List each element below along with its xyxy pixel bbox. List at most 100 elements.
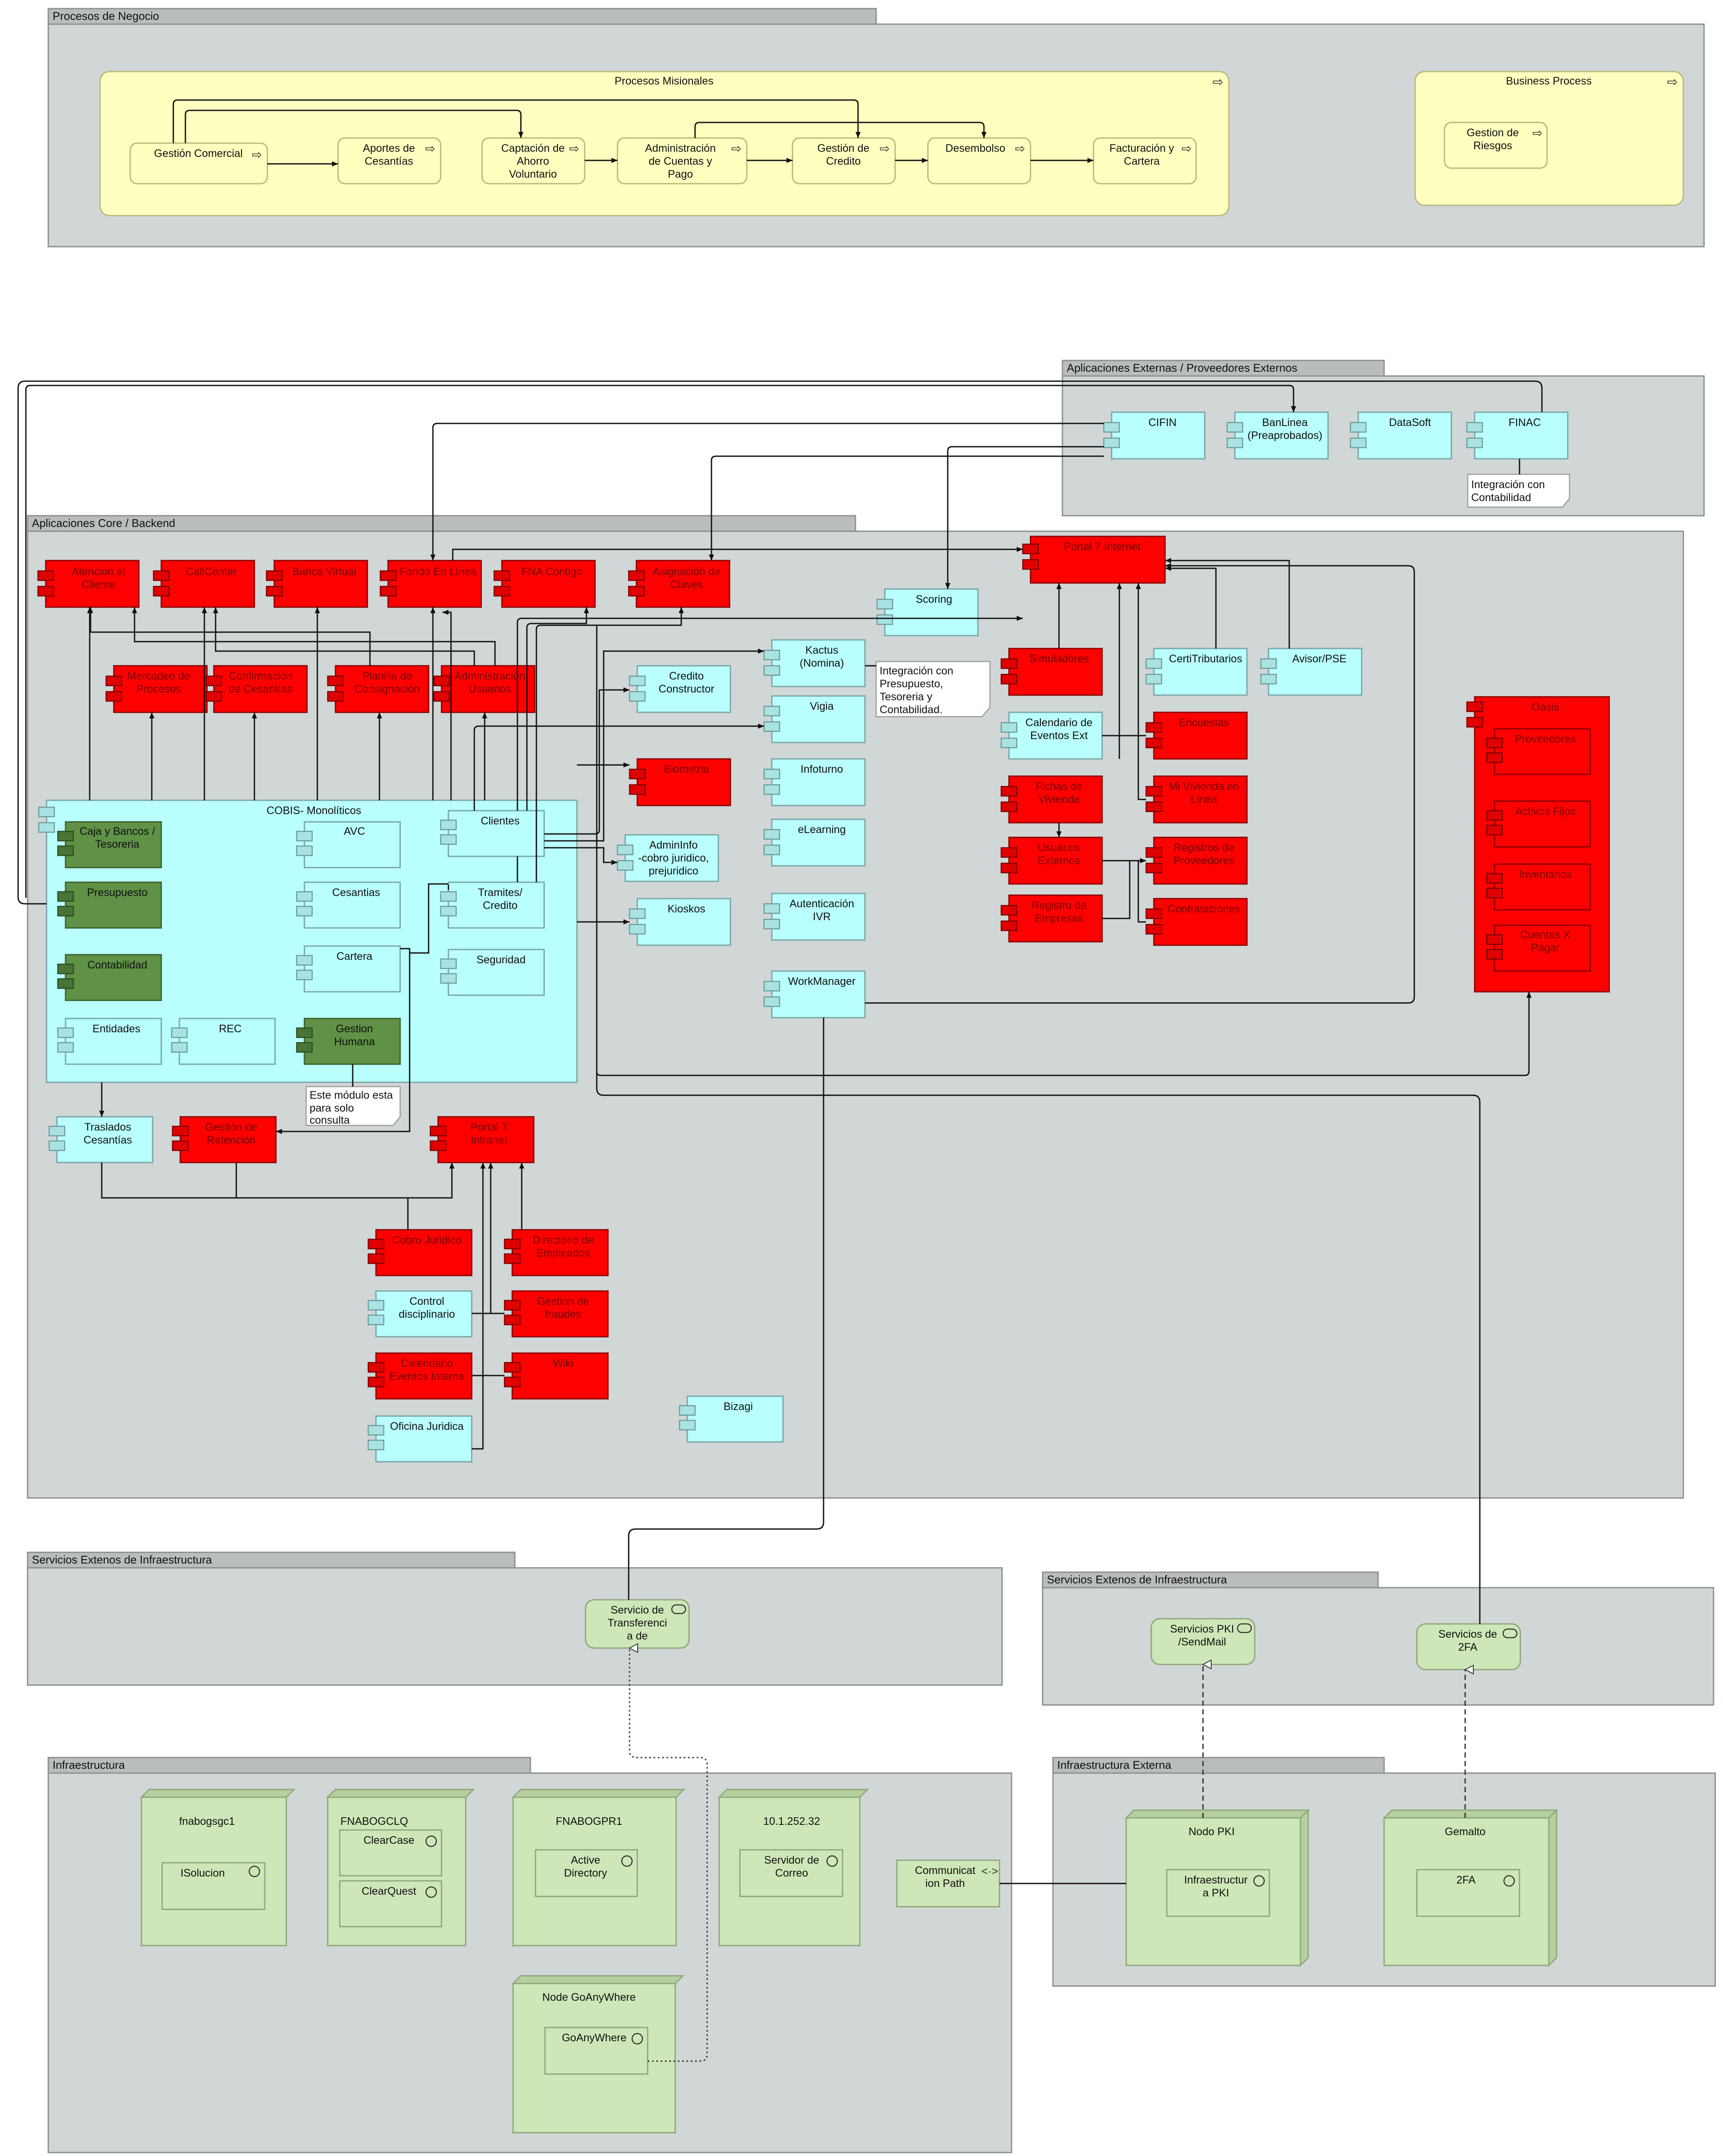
svg-text:Cesantías: Cesantías — [365, 155, 414, 167]
app-directorio-empleados[interactable]: Directorio de Empleados — [504, 1229, 609, 1276]
app-elearning[interactable]: eLearning — [763, 818, 866, 867]
app-bizagi[interactable]: Bizagi — [679, 1395, 784, 1443]
oasis-proveedores[interactable]: Proveedores — [1486, 728, 1591, 775]
app-fondo-en-linea[interactable]: Fondo En Línea — [379, 560, 482, 608]
app-vigia[interactable]: Vigia — [763, 695, 866, 743]
app-atencion-cliente[interactable]: Atencion al Cliente — [37, 560, 140, 608]
app-mi-vivienda[interactable]: Mi Vivienda en Linea — [1145, 775, 1248, 824]
app-calendario-ext[interactable]: Calendario de Eventos Ext — [1000, 711, 1103, 760]
app-simuladores[interactable]: Simuladores — [1000, 648, 1103, 696]
svg-text:Eventos Ext: Eventos Ext — [1030, 730, 1087, 742]
process-aportes[interactable]: Aportes de Cesantías ⇨ — [337, 137, 442, 185]
app-fichas-vivienda[interactable]: Fichas de Vivienda — [1000, 775, 1103, 824]
cobis-seguridad[interactable]: Seguridad — [440, 949, 545, 996]
service-transferencia[interactable]: Servicio de Transferenci a de — [585, 1599, 690, 1649]
app-cifin[interactable]: CIFIN — [1103, 411, 1206, 460]
node-goanywhere[interactable]: Node GoAnyWhere — [511, 1974, 685, 2134]
svg-text:Scoring: Scoring — [916, 593, 952, 605]
cobis-presupuesto[interactable]: Presupuesto — [57, 881, 162, 929]
artifact-icon — [425, 1835, 437, 1847]
cobis-entidades[interactable]: Entidades — [57, 1018, 162, 1065]
artifact-clearquest[interactable]: ClearQuest — [339, 1880, 442, 1927]
app-registros-proveedores[interactable]: Registros de Proveedores — [1145, 837, 1248, 885]
svg-text:Ahorro: Ahorro — [517, 155, 549, 167]
app-portal-internet[interactable]: Portal 7 Internet — [1022, 536, 1166, 584]
app-workmanager[interactable]: WorkManager — [763, 970, 866, 1018]
app-avisor-pse[interactable]: Avisor/PSE — [1260, 648, 1363, 696]
service-2fa[interactable]: Servicios de 2FA — [1416, 1623, 1521, 1670]
process-captacion[interactable]: Captación de Ahorro Voluntario ⇨ — [481, 137, 586, 185]
app-registro-empresas[interactable]: Registro de Empresas — [1000, 894, 1103, 943]
oasis-inventarios[interactable]: Inventarios — [1486, 863, 1591, 911]
app-biometria[interactable]: Biometria — [629, 758, 731, 806]
artifact-isolucion[interactable]: ISolucion — [161, 1862, 266, 1910]
artifact-goanywhere[interactable]: GoAnyWhere — [544, 2027, 648, 2075]
app-admininfo[interactable]: AdminInfo -cobro juridico, prejuridico — [617, 834, 719, 882]
artifact-infraestructura-pki[interactable]: Infraestructur a PKI — [1166, 1869, 1270, 1917]
app-banca-virtual[interactable]: Banca Virtual — [266, 560, 368, 608]
cobis-avc[interactable]: AVC — [296, 821, 401, 868]
app-usuarios-externos[interactable]: Usuarios Externos — [1000, 837, 1103, 885]
svg-text:Bizagi: Bizagi — [724, 1401, 753, 1413]
app-planilla[interactable]: Planilla de Consignación — [327, 665, 429, 713]
app-autenticacion-ivr[interactable]: Autenticación IVR — [763, 893, 866, 941]
app-portal-intranet[interactable]: Portal 7 Intranet — [429, 1116, 535, 1163]
artifact-2fa[interactable]: 2FA — [1416, 1869, 1520, 1917]
cobis-rec[interactable]: REC — [171, 1018, 276, 1065]
svg-text:Facturación y: Facturación y — [1109, 142, 1175, 154]
process-gestion-credito[interactable]: Gestión de Credito ⇨ — [792, 137, 896, 185]
svg-text:Credito: Credito — [669, 670, 704, 682]
app-banlinea[interactable]: BanLinea (Preaprobados) — [1226, 411, 1329, 460]
app-wiki[interactable]: Wiki — [504, 1352, 609, 1400]
cobis-tramites[interactable]: Tramites/ Credito — [440, 881, 545, 929]
process-desembolso[interactable]: Desembolso ⇨ — [927, 137, 1031, 185]
app-certitributarios[interactable]: CertiTributarios — [1145, 648, 1248, 696]
cobis-caja-bancos[interactable]: Caja y Bancos / Tesoreria — [57, 821, 162, 868]
app-admin-usuarios[interactable]: Administración Usuarios — [433, 665, 536, 713]
app-fna-contigo[interactable]: FNA Contigo — [493, 560, 596, 608]
cobis-contabilidad[interactable]: Contabilidad — [57, 954, 162, 1001]
svg-text:Proveedores: Proveedores — [1515, 733, 1576, 745]
app-kactus[interactable]: Kactus (Nomina) — [763, 639, 866, 687]
app-kioskos[interactable]: Kioskos — [629, 898, 731, 946]
svg-text:Inventarios: Inventarios — [1519, 868, 1572, 881]
svg-text:FNA Contigo: FNA Contigo — [521, 566, 583, 578]
cobis-cartera[interactable]: Cartera — [296, 945, 401, 993]
app-contrataciones[interactable]: Contrataciones — [1145, 898, 1248, 946]
svg-text:Servicios de: Servicios de — [1438, 1628, 1497, 1640]
app-encuestas[interactable]: Encuestas — [1145, 711, 1248, 760]
process-riesgos[interactable]: Gestion de Riesgos ⇨ — [1444, 122, 1548, 169]
cobis-gestion-humana[interactable]: Gestion Humana — [296, 1018, 401, 1065]
service-pki[interactable]: Servicios PKI /SendMail — [1150, 1618, 1256, 1665]
artifact-clearcase[interactable]: ClearCase — [339, 1829, 442, 1877]
app-traslados-cesantias[interactable]: Traslados Cesantías — [48, 1116, 154, 1163]
communication-path[interactable]: Communicat ion Path <·> — [896, 1859, 1000, 1908]
oasis-activos-fijos[interactable]: Activos Fijos — [1486, 800, 1591, 848]
app-calendario-interno[interactable]: Calendario Eventos Interne — [367, 1352, 473, 1400]
app-gestion-fraudes[interactable]: Gestion de fraudes — [504, 1290, 609, 1338]
app-gestion-retencion[interactable]: Gestión de Retención — [172, 1116, 277, 1163]
app-cobro-juridico[interactable]: Cobro Juridico — [367, 1229, 473, 1276]
app-scoring[interactable]: Scoring — [876, 588, 979, 636]
artifact-servidor-correo[interactable]: Servidor de Correo — [739, 1849, 843, 1897]
svg-text:ClearQuest: ClearQuest — [362, 1885, 416, 1897]
app-control-disciplinario[interactable]: Control disciplinario — [367, 1290, 473, 1338]
business-process-container: Business Process ⇨ — [1414, 71, 1684, 206]
app-finac[interactable]: FINAC — [1466, 411, 1569, 460]
svg-text:Empleados: Empleados — [536, 1247, 590, 1259]
process-administracion[interactable]: Administración de Cuentas y Pago ⇨ — [617, 137, 748, 185]
app-infoturno[interactable]: Infoturno — [763, 758, 866, 806]
app-callcenter[interactable]: CallCenter — [153, 560, 255, 608]
app-oficina-juridica[interactable]: Oficina Juridica — [367, 1415, 473, 1463]
process-gestion-comercial[interactable]: Gestión Comercial ⇨ — [129, 142, 268, 185]
app-confirmacion[interactable]: Confirmación de Cesantías — [205, 665, 308, 713]
artifact-active-directory[interactable]: Active Directory — [535, 1849, 638, 1897]
app-credito-constructor[interactable]: Credito Constructor — [629, 665, 731, 713]
app-mercadeo[interactable]: Mercadeo de Procesos — [105, 665, 208, 713]
app-datasoft[interactable]: DataSoft — [1350, 411, 1452, 460]
cobis-clientes[interactable]: Clientes — [440, 810, 545, 857]
process-facturacion[interactable]: Facturación y Cartera ⇨ — [1093, 137, 1197, 185]
oasis-cuentas-pagar[interactable]: Cuentas X Pagar — [1486, 924, 1591, 972]
app-asignacion-claves[interactable]: Asignación de Claves — [628, 560, 730, 608]
cobis-cesantias[interactable]: Cesantias — [296, 881, 401, 929]
